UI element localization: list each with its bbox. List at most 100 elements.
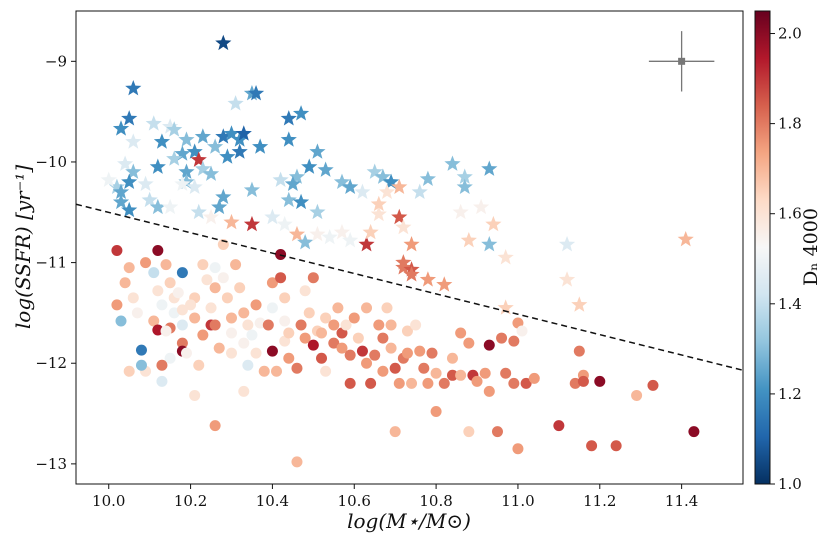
- x-tick-label: 10.4: [256, 492, 289, 510]
- circle-point: [140, 257, 152, 269]
- circle-point: [307, 339, 319, 351]
- circle-point: [291, 362, 303, 374]
- x-tick-label: 11.2: [583, 492, 616, 510]
- circle-point: [119, 277, 131, 289]
- circle-point: [328, 319, 340, 331]
- star-point: [342, 178, 359, 194]
- circle-point: [185, 299, 197, 311]
- star-point: [186, 143, 203, 159]
- star-point: [235, 125, 252, 141]
- star-point: [391, 178, 408, 194]
- circle-point: [328, 337, 340, 349]
- circle-point: [180, 347, 192, 359]
- circle-point: [131, 307, 143, 319]
- circle-point: [266, 302, 278, 314]
- star-point: [288, 225, 306, 242]
- x-tick-label: 10.0: [92, 492, 125, 510]
- circle-point: [377, 365, 389, 377]
- circle-point: [160, 325, 172, 337]
- star-point: [186, 178, 203, 194]
- star-point: [100, 171, 117, 187]
- circle-point: [209, 420, 221, 432]
- star-point: [162, 118, 179, 134]
- star-point: [141, 191, 158, 208]
- star-point: [558, 235, 576, 252]
- star-point: [456, 168, 473, 184]
- star-point: [166, 150, 183, 166]
- circle-point: [352, 332, 364, 344]
- star-point: [280, 131, 297, 147]
- colorbar-tick-label: 1.8: [778, 115, 802, 133]
- star-point: [309, 225, 326, 242]
- star-point: [207, 138, 224, 154]
- circle-point: [577, 375, 589, 387]
- circle-point: [111, 245, 123, 257]
- star-point: [419, 170, 436, 186]
- star-point: [481, 160, 498, 176]
- colorbar-ticks: 1.0 1.2 1.4 1.6 1.8 2.0: [770, 25, 802, 493]
- points-layer: [100, 34, 700, 468]
- star-point: [252, 138, 269, 154]
- circle-point: [164, 277, 176, 289]
- star-point: [456, 178, 473, 194]
- star-point: [391, 208, 408, 225]
- circle-point: [496, 332, 508, 344]
- colorbar-tick-label: 1.0: [778, 475, 802, 493]
- circle-point: [516, 325, 528, 337]
- circle-point: [156, 359, 168, 371]
- circle-point: [148, 267, 160, 279]
- star-point: [215, 188, 232, 205]
- star-point: [292, 193, 310, 210]
- circle-point: [156, 375, 168, 387]
- star-point: [178, 163, 195, 179]
- circle-point: [573, 345, 585, 357]
- circle-point: [316, 352, 328, 364]
- circle-point: [385, 319, 397, 331]
- star-point: [481, 235, 498, 252]
- circle-point: [610, 440, 622, 452]
- circle-point: [250, 299, 262, 311]
- circle-point: [242, 319, 254, 331]
- star-point: [395, 259, 412, 275]
- circle-point: [385, 342, 397, 354]
- circle-point: [295, 319, 307, 331]
- circle-point: [238, 385, 250, 397]
- circle-point: [135, 359, 147, 371]
- star-point: [309, 203, 326, 220]
- circle-point: [299, 285, 311, 297]
- circle-point: [115, 315, 127, 327]
- circle-point: [279, 292, 291, 304]
- circle-point: [446, 369, 458, 381]
- circle-point: [238, 337, 250, 349]
- star-point: [383, 173, 400, 189]
- star-point: [419, 271, 436, 287]
- circle-point: [217, 272, 229, 284]
- circle-point: [271, 365, 283, 377]
- circle-point: [262, 319, 274, 331]
- circle-point: [631, 389, 643, 401]
- star-point: [117, 155, 134, 171]
- star-point: [112, 120, 130, 136]
- star-point: [354, 183, 371, 200]
- circle-point: [401, 325, 413, 337]
- star-point: [178, 131, 195, 147]
- star-point: [215, 34, 232, 51]
- star-point: [121, 110, 138, 126]
- y-axis-ticks: −9 −10 −11 −12 −13: [35, 52, 76, 473]
- error-bar: [648, 31, 715, 92]
- circle-point: [320, 365, 332, 377]
- star-point: [178, 173, 195, 189]
- star-point: [317, 161, 334, 177]
- circle-point: [688, 426, 700, 438]
- circle-point: [455, 369, 467, 381]
- circle-point: [389, 426, 401, 438]
- circle-point: [418, 362, 430, 374]
- star-point: [333, 173, 351, 189]
- star-point: [194, 128, 211, 144]
- circle-point: [508, 377, 520, 389]
- circle-point: [401, 347, 413, 359]
- x-axis-title: log(M⋆/M⊙): [347, 509, 471, 533]
- x-tick-label: 10.2: [174, 492, 207, 510]
- y-axis-title: log(SSFR) [yr⁻¹]: [11, 165, 35, 329]
- circle-point: [479, 367, 491, 379]
